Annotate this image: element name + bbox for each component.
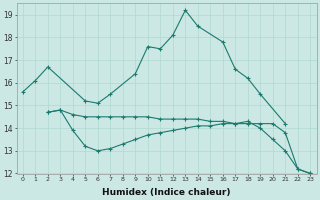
X-axis label: Humidex (Indice chaleur): Humidex (Indice chaleur): [102, 188, 231, 197]
